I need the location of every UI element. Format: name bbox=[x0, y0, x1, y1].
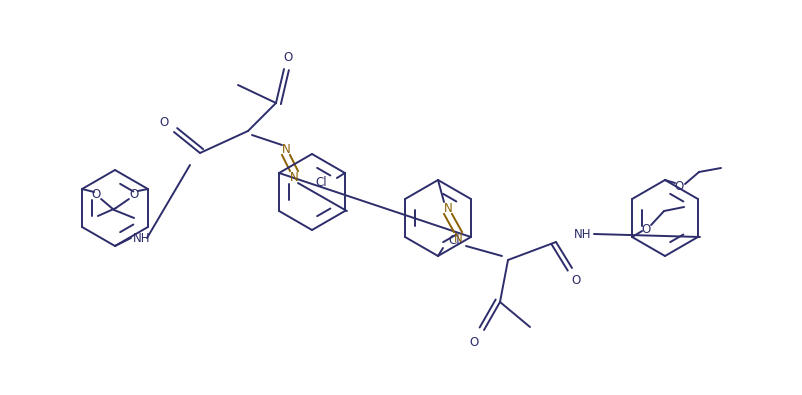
Text: O: O bbox=[469, 335, 478, 348]
Text: O: O bbox=[674, 179, 683, 192]
Text: O: O bbox=[159, 115, 168, 128]
Text: N: N bbox=[290, 171, 298, 184]
Text: O: O bbox=[129, 188, 139, 201]
Text: NH: NH bbox=[133, 231, 150, 245]
Text: Cl: Cl bbox=[448, 233, 459, 246]
Text: N: N bbox=[453, 231, 462, 245]
Text: O: O bbox=[571, 273, 580, 286]
Text: O: O bbox=[641, 222, 650, 235]
Text: Cl: Cl bbox=[315, 177, 326, 190]
Text: O: O bbox=[283, 51, 292, 64]
Text: N: N bbox=[282, 143, 290, 156]
Text: NH: NH bbox=[573, 228, 591, 241]
Text: N: N bbox=[443, 201, 452, 214]
Text: O: O bbox=[91, 188, 100, 201]
